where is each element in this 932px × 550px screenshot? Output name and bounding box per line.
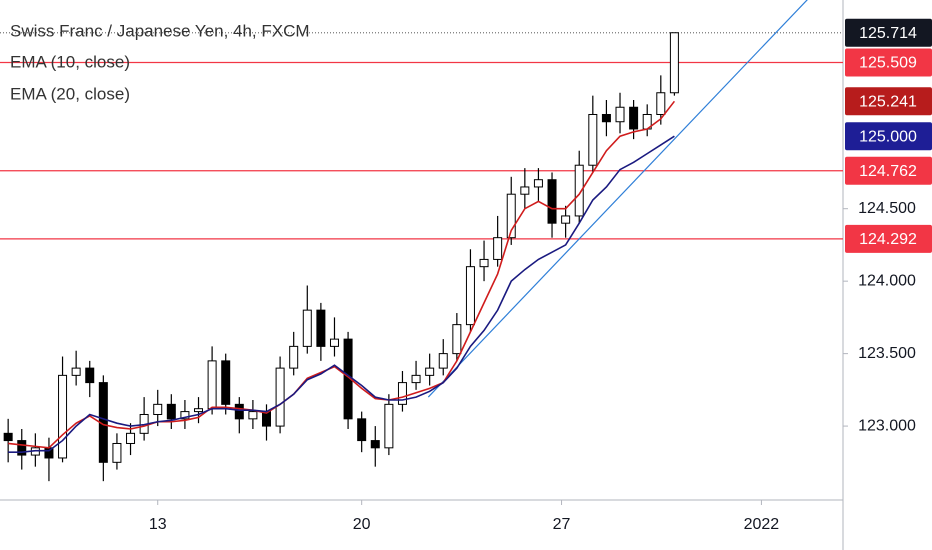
candle-body — [561, 215, 571, 224]
price-tag — [845, 224, 932, 253]
candle-body — [112, 442, 122, 463]
candle-body — [329, 338, 339, 347]
candle-body — [302, 309, 312, 347]
candle-body — [601, 113, 611, 123]
x-tick-label: 13 — [149, 516, 167, 533]
candle-body — [370, 440, 380, 449]
price-tag-label: 125.714 — [859, 25, 917, 42]
candle-body — [194, 408, 204, 413]
price-tag — [845, 48, 932, 77]
y-tick-label: 123.500 — [858, 345, 916, 362]
candle-body — [85, 367, 95, 384]
trend-line — [427, 0, 808, 398]
candle-body — [479, 258, 489, 268]
candle-body — [384, 403, 394, 449]
plot — [0, 0, 843, 482]
candle-body — [58, 374, 68, 459]
x-tick-label: 2022 — [744, 516, 780, 533]
candle-body — [615, 106, 625, 123]
price-tag — [845, 18, 932, 47]
candle-body — [506, 193, 516, 239]
x-tick-label: 27 — [553, 516, 571, 533]
candle-body — [180, 411, 190, 420]
candle-body — [411, 374, 421, 384]
candle-body — [465, 266, 475, 326]
candle-body — [669, 32, 679, 94]
price-tag — [845, 156, 932, 185]
candle-body — [3, 432, 13, 442]
candle-body — [574, 164, 584, 217]
candle-body — [166, 403, 176, 420]
candle-body — [438, 353, 448, 369]
candle-body — [71, 367, 81, 376]
candle-body — [357, 418, 367, 442]
candle-body — [275, 367, 285, 427]
legend-entry: EMA (10, close) — [10, 52, 130, 71]
candle-body — [656, 92, 666, 115]
price-tag-label: 125.000 — [859, 128, 917, 145]
candle-body — [547, 179, 557, 224]
price-tag-label: 124.762 — [859, 163, 917, 180]
price-tag — [845, 87, 932, 116]
price-tag-label: 125.241 — [859, 94, 917, 111]
price-tag — [845, 122, 932, 151]
candle-body — [629, 106, 639, 130]
candle-body — [234, 403, 244, 420]
candle-body — [493, 237, 503, 260]
chart-title: Swiss Franc / Japanese Yen, 4h, FXCM — [10, 21, 310, 40]
candle-body — [425, 367, 435, 376]
candle-body — [207, 360, 217, 410]
price-tag-label: 124.292 — [859, 231, 917, 248]
ema-line — [8, 100, 676, 449]
candle-body — [588, 113, 598, 166]
price-tag-label: 125.509 — [859, 55, 917, 72]
candle-body — [248, 411, 258, 420]
candle-body — [520, 186, 530, 195]
legend-entry: EMA (20, close) — [10, 84, 130, 103]
x-tick-label: 20 — [353, 516, 371, 533]
candle-body — [17, 440, 27, 456]
y-tick-label: 124.500 — [858, 200, 916, 217]
candle-body — [397, 382, 407, 405]
candle-body — [221, 360, 231, 405]
candle-body — [316, 309, 326, 347]
candle-body — [289, 345, 299, 369]
y-tick-label: 123.000 — [858, 417, 916, 434]
candle-body — [126, 432, 136, 444]
y-tick-label: 124.000 — [858, 272, 916, 289]
ema-line — [8, 135, 675, 453]
candle-body — [153, 403, 163, 415]
candle-body — [452, 324, 462, 355]
candle-body — [533, 179, 543, 188]
